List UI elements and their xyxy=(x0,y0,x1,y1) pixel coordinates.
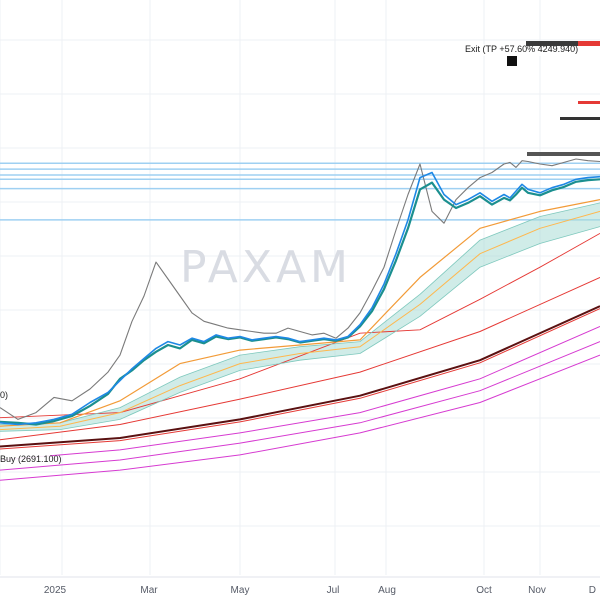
exit-bar-red xyxy=(578,41,600,46)
series-pink-3 xyxy=(0,354,600,481)
series-heikin-main xyxy=(0,171,600,426)
series-ema-fast xyxy=(0,199,600,427)
position-bar-red xyxy=(578,101,600,104)
exit-marker xyxy=(507,56,517,66)
position-bar-dark xyxy=(560,117,600,120)
series-cloud-bottom xyxy=(0,226,600,432)
series-ema-200-red xyxy=(0,308,600,450)
exit-bar-dark xyxy=(526,41,578,46)
watermark: PAXAM xyxy=(180,242,352,293)
series-ema-mid xyxy=(0,210,600,431)
x-axis: 2025 Mar May Jul Aug Oct Nov D xyxy=(0,576,600,596)
exit-annotation: Exit (TP +57.60% 4249.940) xyxy=(465,44,578,54)
series-teal-line xyxy=(0,178,600,426)
series-upper-red xyxy=(0,233,600,419)
x-tick-label: 2025 xyxy=(44,585,67,596)
series-price-line xyxy=(0,158,600,420)
cloud-fill xyxy=(0,202,600,432)
annotations: Exit (TP +57.60% 4249.940) Buy (2691.100… xyxy=(0,41,600,464)
buy-annotation: Buy (2691.100) xyxy=(0,454,62,464)
series-pink-2 xyxy=(0,341,600,471)
series-cloud-top xyxy=(0,202,600,425)
x-tick-label: Mar xyxy=(140,585,158,596)
x-tick-label: Nov xyxy=(528,585,546,596)
x-tick-label: May xyxy=(231,585,250,596)
x-tick-label: D xyxy=(589,585,596,596)
series-pink-1 xyxy=(0,325,600,461)
x-tick-label: Oct xyxy=(476,585,492,596)
buy-label-bg xyxy=(0,453,50,464)
x-tick-label: Jul xyxy=(327,585,340,596)
left-edge-annotation: 0) xyxy=(0,390,8,400)
series-ema-slow-red xyxy=(0,276,600,441)
x-tick-label: Aug xyxy=(378,585,396,596)
exit-label-bg xyxy=(462,44,587,56)
indicator-lines xyxy=(0,158,600,481)
ichimoku-cloud xyxy=(0,202,600,432)
position-bar-gray xyxy=(527,152,600,156)
series-ema-200-dark xyxy=(0,305,600,448)
horizontal-levels xyxy=(0,162,600,221)
chart-grid xyxy=(0,0,600,575)
